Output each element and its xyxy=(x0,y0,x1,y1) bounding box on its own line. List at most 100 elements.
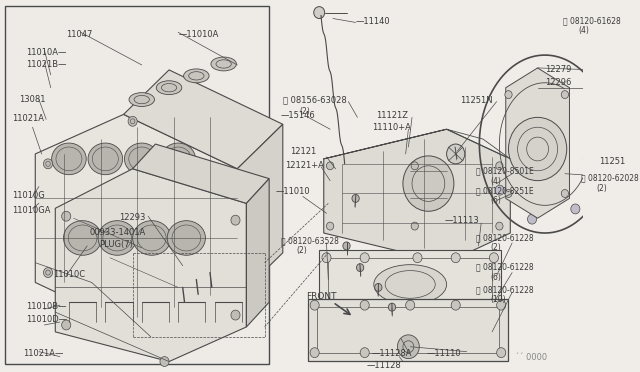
Text: Ⓑ 08120-61228: Ⓑ 08120-61228 xyxy=(476,263,533,272)
Ellipse shape xyxy=(211,57,236,71)
Circle shape xyxy=(61,211,71,221)
Circle shape xyxy=(61,320,71,330)
Circle shape xyxy=(310,300,319,310)
Bar xyxy=(317,307,499,353)
Polygon shape xyxy=(237,124,283,297)
Text: —11128A: —11128A xyxy=(372,349,413,358)
Text: (2): (2) xyxy=(596,184,607,193)
Text: (4): (4) xyxy=(579,26,589,35)
Circle shape xyxy=(490,306,499,316)
Circle shape xyxy=(509,117,567,181)
Ellipse shape xyxy=(129,93,154,106)
Circle shape xyxy=(495,185,504,195)
Text: —11128: —11128 xyxy=(367,360,401,369)
Polygon shape xyxy=(246,179,269,327)
Circle shape xyxy=(322,253,331,263)
Text: Ⓑ 08120-63528: Ⓑ 08120-63528 xyxy=(281,236,339,245)
Text: 11047: 11047 xyxy=(66,31,93,39)
Ellipse shape xyxy=(374,264,447,304)
Text: Ⓑ 08120-61628: Ⓑ 08120-61628 xyxy=(563,16,621,26)
Text: —11110: —11110 xyxy=(427,349,461,358)
Ellipse shape xyxy=(88,143,123,175)
Text: 11010G: 11010G xyxy=(12,190,44,199)
Text: (2): (2) xyxy=(296,246,307,255)
Circle shape xyxy=(594,162,604,172)
Text: 13081: 13081 xyxy=(19,94,45,104)
Text: 11251: 11251 xyxy=(600,157,626,166)
Circle shape xyxy=(343,242,350,250)
Bar xyxy=(319,250,501,319)
Text: FRONT: FRONT xyxy=(307,292,337,301)
Text: 12296: 12296 xyxy=(545,78,572,87)
Circle shape xyxy=(452,147,460,155)
Circle shape xyxy=(527,214,536,224)
Ellipse shape xyxy=(124,143,159,175)
Circle shape xyxy=(497,348,506,357)
Circle shape xyxy=(44,159,52,169)
Circle shape xyxy=(222,282,231,292)
Text: 11021B—: 11021B— xyxy=(26,60,67,69)
Text: (2): (2) xyxy=(299,108,310,116)
Circle shape xyxy=(322,306,331,316)
Text: 11110+A: 11110+A xyxy=(372,123,411,132)
Polygon shape xyxy=(124,70,283,169)
Text: 11251N: 11251N xyxy=(460,96,493,105)
Circle shape xyxy=(406,348,415,357)
Circle shape xyxy=(360,300,369,310)
Polygon shape xyxy=(35,114,237,337)
Text: 11121Z: 11121Z xyxy=(376,112,408,121)
Circle shape xyxy=(326,162,334,170)
Text: —11113: —11113 xyxy=(445,216,479,225)
Text: —11140: —11140 xyxy=(356,16,390,26)
Circle shape xyxy=(505,189,512,198)
Text: 12121: 12121 xyxy=(290,147,316,156)
Circle shape xyxy=(490,253,499,263)
Circle shape xyxy=(137,332,147,342)
Text: (6): (6) xyxy=(490,273,501,282)
Circle shape xyxy=(413,306,422,316)
Text: 00933-1401A: 00933-1401A xyxy=(90,228,146,237)
Ellipse shape xyxy=(63,221,102,255)
Text: 11010C: 11010C xyxy=(54,270,86,279)
Ellipse shape xyxy=(167,221,205,255)
Circle shape xyxy=(360,253,369,263)
Circle shape xyxy=(411,222,419,230)
Text: 11010B—: 11010B— xyxy=(26,302,67,311)
Polygon shape xyxy=(55,169,246,362)
Circle shape xyxy=(388,303,396,311)
Text: Ⓑ 08120-62028: Ⓑ 08120-62028 xyxy=(581,174,639,183)
Circle shape xyxy=(411,162,419,170)
Bar xyxy=(328,258,492,311)
Circle shape xyxy=(231,310,240,320)
Circle shape xyxy=(374,283,382,291)
Circle shape xyxy=(403,156,454,211)
Ellipse shape xyxy=(132,221,171,255)
Circle shape xyxy=(505,91,512,99)
Text: —11010: —11010 xyxy=(275,186,310,196)
Text: 12279: 12279 xyxy=(545,65,572,74)
Text: Ⓑ 08120-61228: Ⓑ 08120-61228 xyxy=(476,233,533,242)
Circle shape xyxy=(352,195,359,202)
Circle shape xyxy=(451,253,460,263)
Text: 11010GA: 11010GA xyxy=(12,206,50,215)
Text: PLUG(7): PLUG(7) xyxy=(99,240,133,249)
Circle shape xyxy=(406,300,415,310)
Circle shape xyxy=(447,144,465,164)
Ellipse shape xyxy=(184,69,209,83)
Text: Ⓑ 08156-63028: Ⓑ 08156-63028 xyxy=(283,96,346,105)
Text: ´´ 0000: ´´ 0000 xyxy=(515,353,547,362)
Text: Ⓑ 08120-8251E: Ⓑ 08120-8251E xyxy=(476,186,533,196)
Text: 12121+A: 12121+A xyxy=(285,161,323,170)
Circle shape xyxy=(160,357,169,366)
Text: 11021A—: 11021A— xyxy=(24,349,64,358)
Circle shape xyxy=(314,7,324,19)
Ellipse shape xyxy=(161,143,195,175)
Circle shape xyxy=(451,306,460,316)
Circle shape xyxy=(222,169,231,179)
Ellipse shape xyxy=(156,81,182,94)
Text: 12293: 12293 xyxy=(119,213,145,222)
Circle shape xyxy=(496,162,503,170)
Circle shape xyxy=(413,253,422,263)
Circle shape xyxy=(451,300,460,310)
Circle shape xyxy=(44,267,52,278)
